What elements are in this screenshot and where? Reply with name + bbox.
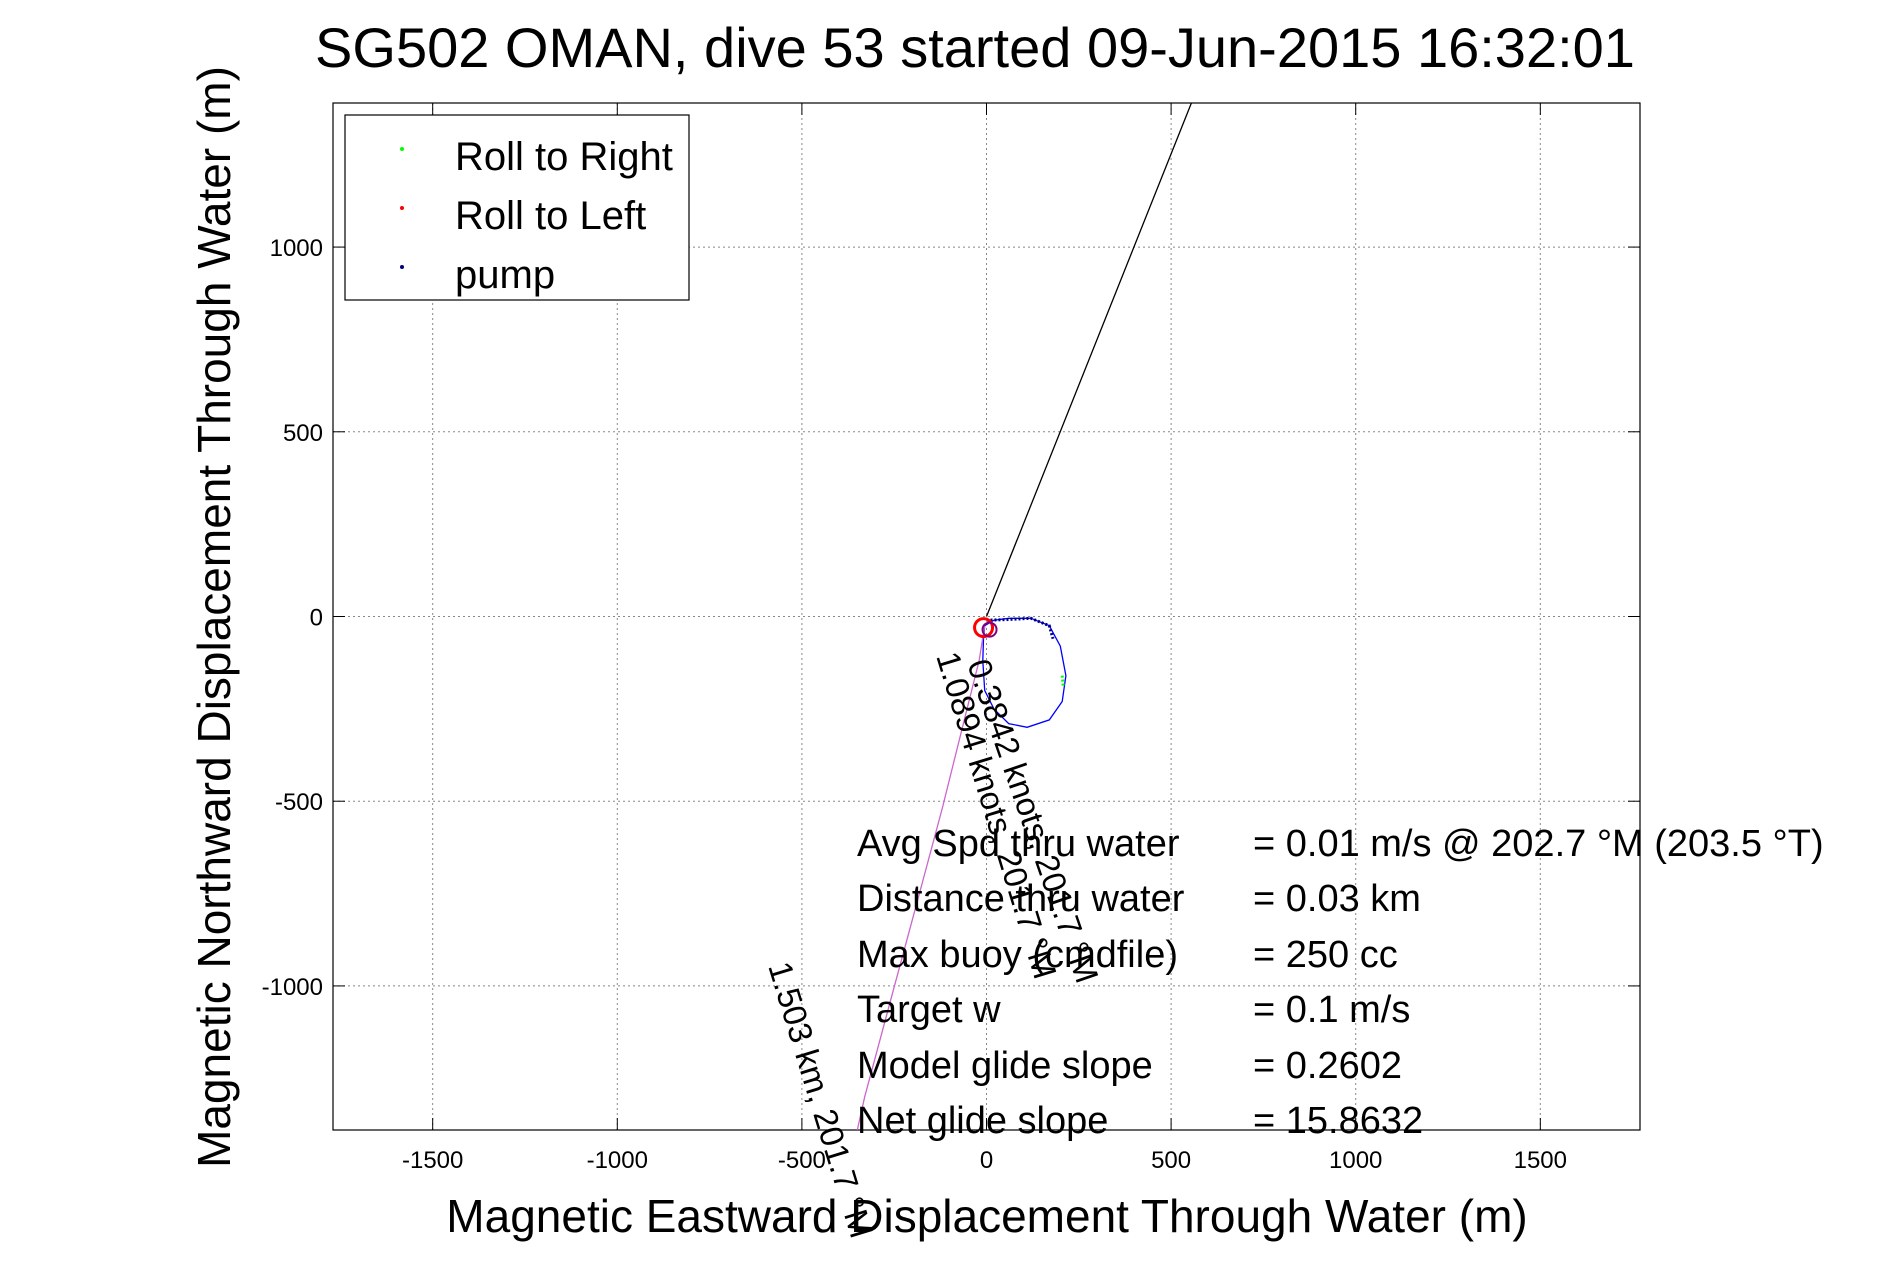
series-roll-to-right	[1060, 675, 1065, 687]
legend-label-pump: pump	[455, 253, 555, 297]
x-tick-label: 1500	[1514, 1147, 1567, 1174]
stat-value-model-glide: = 0.2602	[1253, 1045, 1402, 1087]
stat-label-target-w: Target w	[857, 989, 1001, 1031]
y-tick-label: 1000	[270, 235, 323, 262]
y-axis-label: Magnetic Northward Displacement Through …	[188, 66, 240, 1168]
stat-value-max-buoy: = 250 cc	[1253, 934, 1398, 976]
y-tick-label: 0	[310, 605, 323, 632]
series-current-heading	[985, 103, 1193, 617]
legend-box	[344, 114, 690, 301]
legend-label-roll-left: Roll to Left	[455, 194, 646, 238]
y-axis-ticks: -1000 -500 0 500 1000	[262, 235, 1640, 1001]
stat-label-distance: Distance thru water	[857, 878, 1185, 920]
stat-value-distance: = 0.03 km	[1253, 878, 1421, 920]
legend-marker-roll-left	[400, 206, 404, 210]
x-axis-label: Magnetic Eastward Displacement Through W…	[446, 1190, 1527, 1242]
x-tick-label: 0	[980, 1147, 993, 1174]
stat-value-avg-speed: = 0.01 m/s @ 202.7 °M (203.5 °T)	[1253, 823, 1824, 865]
x-tick-label: -1000	[587, 1147, 648, 1174]
series-layer	[856, 103, 1193, 1131]
legend-marker-pump	[400, 265, 404, 269]
y-tick-label: -1000	[262, 974, 323, 1001]
y-tick-label: -500	[275, 789, 323, 816]
stat-label-net-glide: Net glide slope	[857, 1100, 1108, 1142]
legend-label-roll-right: Roll to Right	[455, 135, 673, 179]
x-tick-label: -500	[778, 1147, 826, 1174]
stat-value-target-w: = 0.1 m/s	[1253, 989, 1410, 1031]
roll-left-loop	[981, 621, 998, 638]
y-tick-label: 500	[283, 420, 323, 447]
stat-label-max-buoy: Max buoy (cmdfile)	[857, 934, 1178, 976]
x-tick-label: 500	[1151, 1147, 1191, 1174]
legend: Roll to Right Roll to Left pump	[344, 114, 690, 301]
stat-label-avg-speed: Avg Spd thru water	[857, 823, 1180, 865]
stat-value-net-glide: = 15.8632	[1253, 1100, 1423, 1142]
series-drift-track	[856, 625, 986, 1131]
series-pump	[986, 616, 1055, 640]
x-axis-ticks: -1500 -1000 -500 0 500 1000 1500	[402, 103, 1567, 1174]
x-tick-label: 1000	[1329, 1147, 1382, 1174]
x-tick-label: -1500	[402, 1147, 463, 1174]
stat-label-model-glide: Model glide slope	[857, 1045, 1153, 1087]
chart-title: SG502 OMAN, dive 53 started 09-Jun-2015 …	[315, 16, 1635, 79]
series-roll-to-left	[973, 617, 995, 639]
stats-block: Avg Spd thru water = 0.01 m/s @ 202.7 °M…	[857, 823, 1824, 1142]
legend-marker-roll-right	[400, 147, 404, 151]
